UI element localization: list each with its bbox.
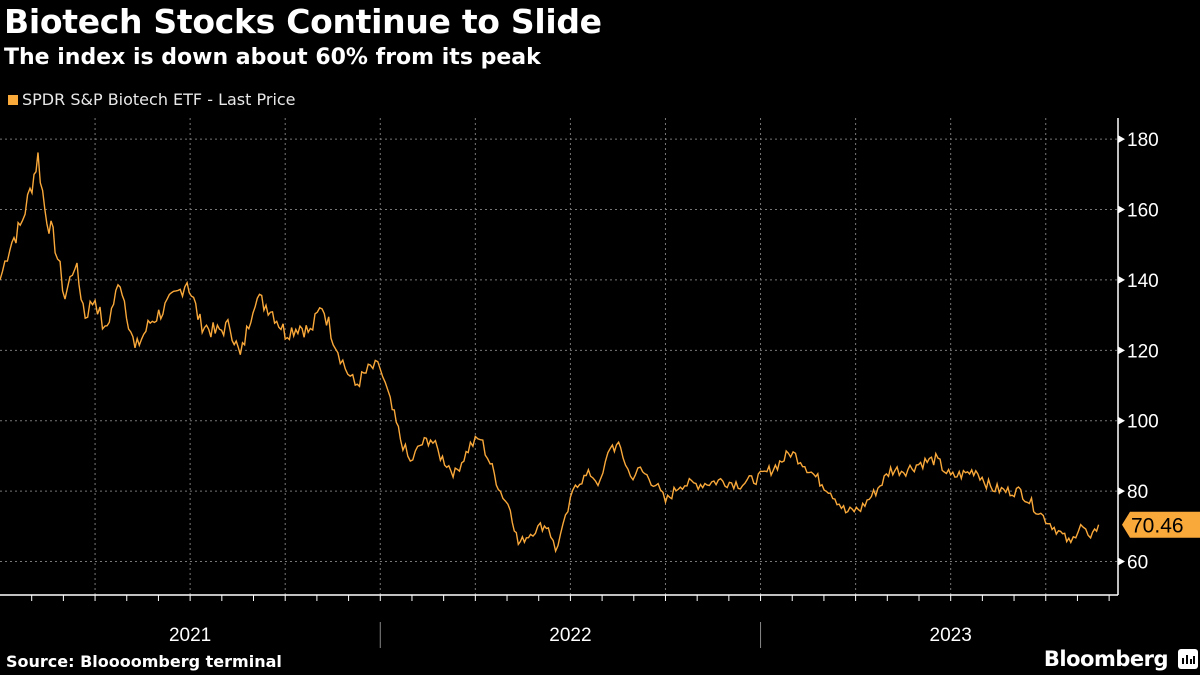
last-value-label: 70.46 bbox=[1131, 515, 1184, 538]
y-tick-label: 100 bbox=[1127, 412, 1159, 433]
y-tick-label: 120 bbox=[1127, 341, 1159, 362]
y-tick-label: 60 bbox=[1127, 553, 1148, 574]
bar-glyph bbox=[1182, 655, 1195, 664]
y-tick-label: 140 bbox=[1127, 271, 1159, 292]
x-tick-label: 2021 bbox=[169, 625, 211, 646]
y-tick bbox=[1118, 135, 1125, 144]
x-tick-label: 2022 bbox=[549, 625, 591, 646]
y-tick bbox=[1118, 205, 1125, 214]
bloomberg-chart-icon bbox=[1178, 649, 1198, 669]
y-tick-label: 80 bbox=[1127, 482, 1148, 503]
x-tick-label: 2023 bbox=[930, 625, 972, 646]
y-tick bbox=[1118, 275, 1125, 284]
source-note: Source: Bloooomberg terminal bbox=[6, 652, 282, 671]
last-value-badge bbox=[1122, 511, 1200, 538]
y-tick bbox=[1118, 487, 1125, 496]
brand-logo: Bloomberg bbox=[1043, 647, 1169, 671]
legend-swatch bbox=[8, 94, 18, 105]
legend-label: SPDR S&P Biotech ETF - Last Price bbox=[22, 90, 296, 109]
y-tick-label: 160 bbox=[1127, 201, 1159, 222]
y-tick-label: 180 bbox=[1127, 130, 1159, 151]
series-line bbox=[0, 152, 1100, 554]
legend: SPDR S&P Biotech ETF - Last Price bbox=[8, 90, 296, 109]
y-tick bbox=[1118, 416, 1125, 425]
chart-title: Biotech Stocks Continue to Slide bbox=[4, 2, 602, 41]
y-tick bbox=[1118, 557, 1125, 566]
chart-subtitle: The index is down about 60% from its pea… bbox=[4, 45, 541, 70]
y-tick bbox=[1118, 346, 1125, 355]
